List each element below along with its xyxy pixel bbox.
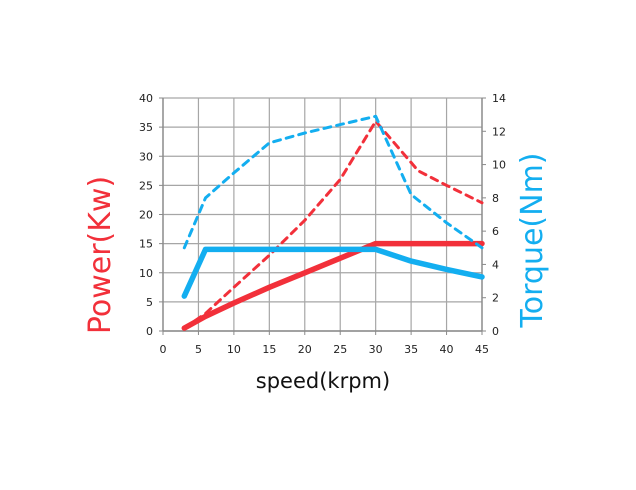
y-right-tick-labels: 0 2 4 6 8 10 12 14 xyxy=(492,92,506,338)
y-left-tick-label: 35 xyxy=(139,121,153,134)
series-line-torque-solid xyxy=(181,246,485,299)
series-line-power-solid xyxy=(181,240,485,331)
x-tick-label: 30 xyxy=(369,343,383,356)
x-tick-label: 0 xyxy=(160,343,167,356)
y-right-tick-label: 6 xyxy=(492,225,499,238)
series-group xyxy=(181,114,485,331)
y-left-tick-label: 20 xyxy=(139,209,153,222)
y-right-axis-title: Torque(Nm) xyxy=(515,153,550,329)
y-right-tick-label: 0 xyxy=(492,325,499,338)
y-left-tick-label: 0 xyxy=(146,325,153,338)
y-left-tick-label: 30 xyxy=(139,150,153,163)
y-right-tick-label: 14 xyxy=(492,92,506,105)
y-left-tick-label: 40 xyxy=(139,92,153,105)
y-left-tick-label: 15 xyxy=(139,238,153,251)
x-tick-label: 20 xyxy=(298,343,312,356)
y-right-tick-label: 4 xyxy=(492,258,499,271)
y-left-tick-labels: 0 5 10 15 20 25 30 35 40 xyxy=(139,92,153,338)
y-right-tick-label: 12 xyxy=(492,125,506,138)
y-right-tick-label: 10 xyxy=(492,159,506,172)
x-tick-label: 5 xyxy=(195,343,202,356)
y-right-tick-label: 8 xyxy=(492,192,499,205)
x-tick-label: 10 xyxy=(227,343,241,356)
plot-frame xyxy=(159,97,486,335)
series-line-power-dashed xyxy=(182,119,484,330)
x-tick-label: 25 xyxy=(333,343,347,356)
y-left-tick-label: 5 xyxy=(146,296,153,309)
x-tick-label: 15 xyxy=(262,343,276,356)
y-left-axis-title: Power(Kw) xyxy=(83,176,118,334)
y-left-tick-label: 10 xyxy=(139,267,153,280)
y-right-tick-label: 2 xyxy=(492,292,499,305)
x-tick-labels: 0 5 10 15 20 25 30 35 40 45 xyxy=(160,343,490,356)
y-left-tick-label: 25 xyxy=(139,179,153,192)
x-tick-label: 40 xyxy=(440,343,454,356)
x-tick-label: 35 xyxy=(404,343,418,356)
x-tick-label: 45 xyxy=(475,343,489,356)
series-line-torque-dashed xyxy=(182,114,484,250)
x-axis-title: speed(krpm) xyxy=(256,369,390,393)
